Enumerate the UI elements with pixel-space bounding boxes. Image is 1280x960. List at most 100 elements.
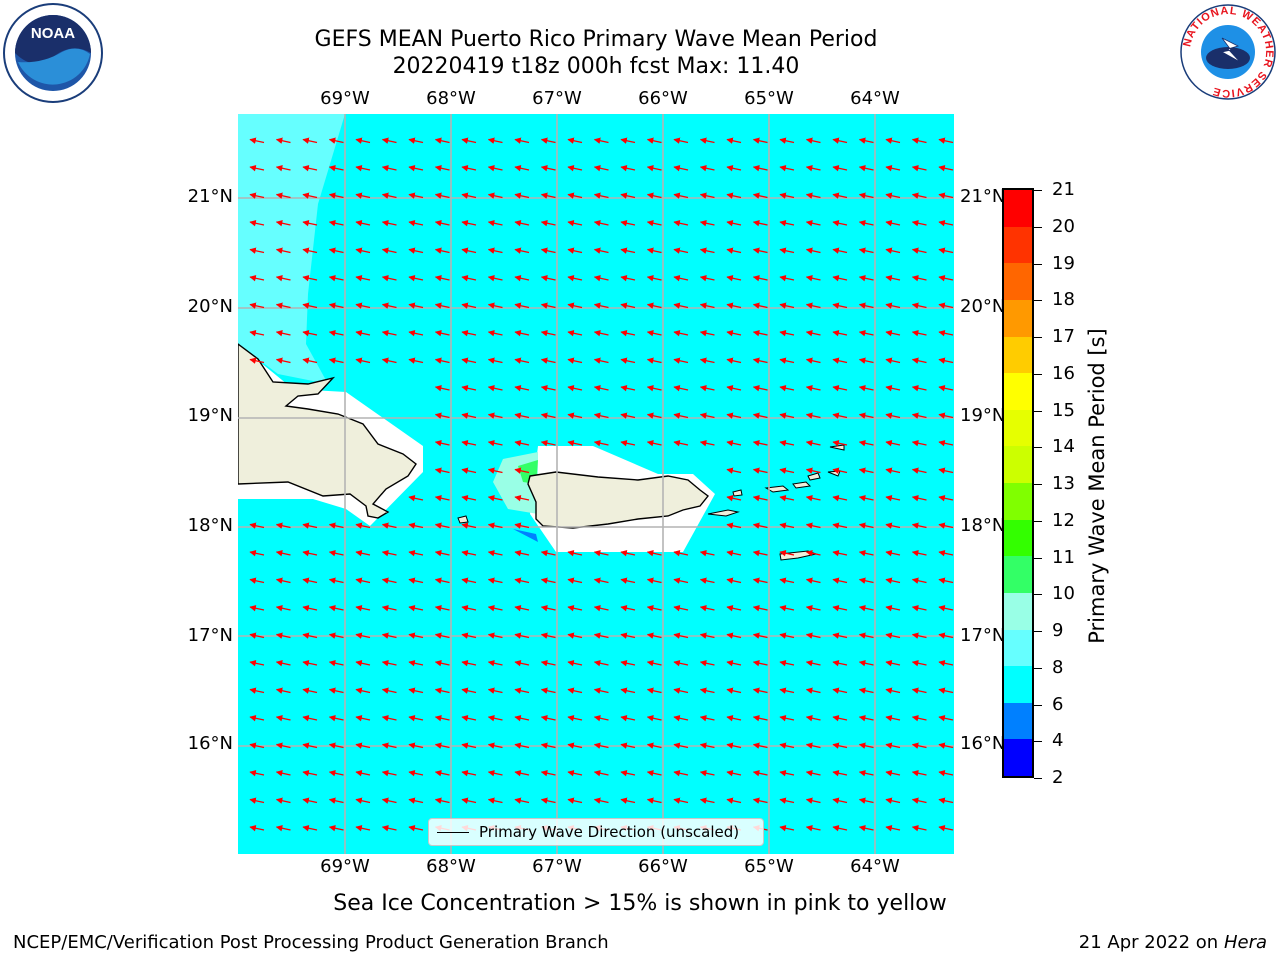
wave-direction-arrow (514, 467, 530, 474)
wave-direction-arrow (938, 825, 954, 832)
wave-direction-arrow (567, 440, 583, 447)
wave-direction-arrow (487, 715, 503, 722)
wave-direction-arrow (302, 632, 318, 639)
wave-direction-arrow (885, 632, 901, 639)
wave-direction-arrow (752, 522, 768, 529)
wave-direction-arrow (805, 440, 821, 447)
colorbar-tick-label: 4 (1052, 730, 1064, 752)
wave-direction-arrow (885, 577, 901, 584)
wave-direction-arrow (567, 577, 583, 584)
wave-direction-arrow (302, 220, 318, 227)
wave-direction-arrow (858, 522, 874, 529)
wave-direction-arrow (805, 522, 821, 529)
wave-direction-arrow (249, 550, 265, 557)
wave-direction-arrow (275, 797, 291, 804)
wave-direction-arrow (858, 632, 874, 639)
wave-direction-arrow (381, 357, 397, 364)
wave-direction-arrow (646, 715, 662, 722)
wave-direction-arrow (805, 632, 821, 639)
wave-direction-arrow (328, 770, 344, 777)
lat-label-left: 20°N (187, 296, 233, 317)
wave-direction-arrow (275, 550, 291, 557)
wave-direction-arrow (302, 275, 318, 282)
wave-direction-arrow (328, 715, 344, 722)
wave-direction-arrow (302, 550, 318, 557)
wave-direction-arrow (328, 632, 344, 639)
wave-direction-arrow (434, 357, 450, 364)
wave-direction-arrow (699, 742, 715, 749)
wave-direction-arrow (726, 770, 742, 777)
wave-direction-arrow (885, 495, 901, 502)
wave-direction-arrow (858, 660, 874, 667)
wave-direction-arrow (275, 825, 291, 832)
wave-direction-arrow (885, 330, 901, 337)
wave-direction-arrow (752, 357, 768, 364)
wave-direction-arrow (885, 247, 901, 254)
wave-direction-arrow (328, 577, 344, 584)
wave-direction-arrow (461, 302, 477, 309)
colorbar-segment (1004, 556, 1032, 593)
wave-direction-arrow (487, 247, 503, 254)
wave-direction-arrow (302, 357, 318, 364)
wave-direction-arrow (779, 385, 795, 392)
wave-direction-arrow (832, 192, 848, 199)
tortola-island (807, 472, 821, 481)
wave-direction-arrow (540, 412, 556, 419)
wave-direction-arrow (514, 137, 530, 144)
wave-direction-arrow (514, 247, 530, 254)
wave-direction-arrow (540, 330, 556, 337)
wave-direction-arrow (646, 330, 662, 337)
lon-label-bottom: 66°W (638, 856, 688, 877)
wave-direction-arrow (673, 302, 689, 309)
wave-direction-arrow (461, 357, 477, 364)
wave-direction-arrow (408, 577, 424, 584)
wave-direction-arrow (673, 550, 689, 557)
colorbar-tick-label: 12 (1052, 509, 1075, 531)
wave-direction-arrow (885, 192, 901, 199)
wave-direction-arrow (302, 192, 318, 199)
wave-direction-arrow (381, 715, 397, 722)
wave-direction-arrow (540, 440, 556, 447)
wave-direction-arrow (514, 412, 530, 419)
wave-direction-arrow (885, 412, 901, 419)
wave-direction-arrow (858, 687, 874, 694)
colorbar-tick-label: 14 (1052, 436, 1075, 458)
wave-direction-arrow (434, 742, 450, 749)
wave-direction-arrow (487, 522, 503, 529)
wave-direction-arrow (752, 275, 768, 282)
wave-direction-arrow (434, 192, 450, 199)
wave-direction-arrow (275, 632, 291, 639)
wave-direction-arrow (567, 192, 583, 199)
st-thomas-island (764, 485, 790, 493)
wave-direction-arrow (805, 660, 821, 667)
wave-direction-arrow (938, 605, 954, 612)
wave-direction-arrow (355, 275, 371, 282)
colorbar-segment (1004, 629, 1032, 667)
wave-direction-arrow (249, 715, 265, 722)
wave-direction-arrow (938, 137, 954, 144)
wave-direction-arrow (699, 275, 715, 282)
wave-direction-arrow (805, 825, 821, 832)
wave-direction-arrow (275, 302, 291, 309)
wave-direction-arrow (514, 357, 530, 364)
wave-direction-arrow (911, 797, 927, 804)
wave-direction-arrow (567, 247, 583, 254)
wave-direction-arrow (593, 165, 609, 172)
colorbar-segment (1004, 226, 1032, 264)
wave-direction-arrow (938, 742, 954, 749)
colorbar-segment (1004, 190, 1032, 227)
wave-direction-arrow (567, 605, 583, 612)
wave-direction-arrow (302, 137, 318, 144)
wave-direction-arrow (885, 137, 901, 144)
wave-direction-arrow (673, 412, 689, 419)
wave-direction-arrow (620, 577, 636, 584)
colorbar-tick-label: 9 (1052, 620, 1064, 641)
colorbar-tick-mark (1034, 594, 1042, 596)
wave-direction-arrow (540, 137, 556, 144)
wave-direction-arrow (514, 550, 530, 557)
wave-direction-arrow (858, 412, 874, 419)
wave-direction-arrow (461, 550, 477, 557)
wave-direction-arrow (752, 137, 768, 144)
wave-direction-arrow (249, 632, 265, 639)
wave-direction-arrow (699, 192, 715, 199)
